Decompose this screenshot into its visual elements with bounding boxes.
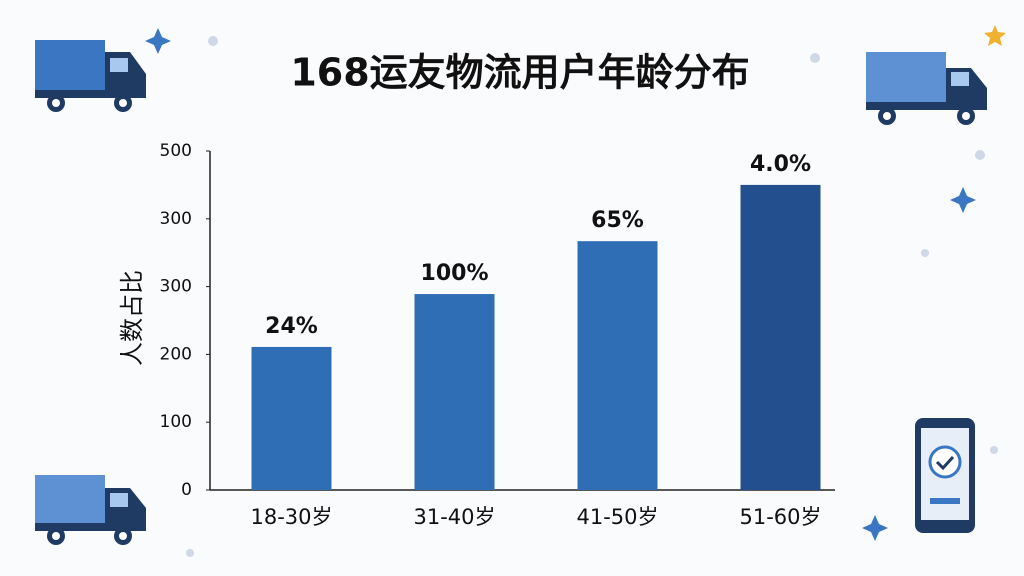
x-tick-label: 51-60岁 bbox=[739, 505, 821, 529]
star bbox=[984, 25, 1006, 46]
dot bbox=[975, 150, 985, 160]
bar-annotation: 65% bbox=[591, 208, 644, 233]
dot bbox=[208, 36, 218, 46]
chart-title: 168运友物流用户年龄分布 bbox=[290, 51, 749, 95]
star bbox=[950, 187, 976, 213]
truck-icon bbox=[35, 475, 146, 545]
truck-icon bbox=[35, 40, 146, 112]
y-tick-label: 200 bbox=[160, 344, 192, 364]
bar bbox=[251, 346, 332, 490]
phone-icon bbox=[915, 418, 975, 533]
dot bbox=[921, 249, 929, 257]
star bbox=[145, 28, 171, 54]
y-tick-label: 300 bbox=[160, 209, 192, 229]
truck-icon bbox=[866, 52, 987, 125]
x-tick-label: 31-40岁 bbox=[413, 505, 495, 529]
bar bbox=[414, 294, 495, 490]
y-tick-label: 100 bbox=[160, 412, 192, 432]
bar bbox=[577, 241, 658, 490]
y-tick-label: 500 bbox=[160, 141, 192, 161]
dot bbox=[990, 446, 998, 454]
bar-annotation: 4.0% bbox=[750, 152, 811, 177]
dot bbox=[186, 549, 194, 557]
bar-annotation: 24% bbox=[265, 314, 318, 339]
y-tick-label: 0 bbox=[181, 480, 192, 500]
star bbox=[862, 515, 888, 541]
x-tick-label: 18-30岁 bbox=[250, 505, 332, 529]
bar bbox=[740, 184, 821, 490]
decorations bbox=[35, 25, 1006, 557]
y-axis-label: 人数占比 bbox=[118, 270, 146, 366]
y-tick-label: 300 bbox=[160, 277, 192, 297]
dot bbox=[810, 53, 820, 63]
bar-annotation: 100% bbox=[421, 261, 489, 286]
x-tick-label: 41-50岁 bbox=[576, 505, 658, 529]
